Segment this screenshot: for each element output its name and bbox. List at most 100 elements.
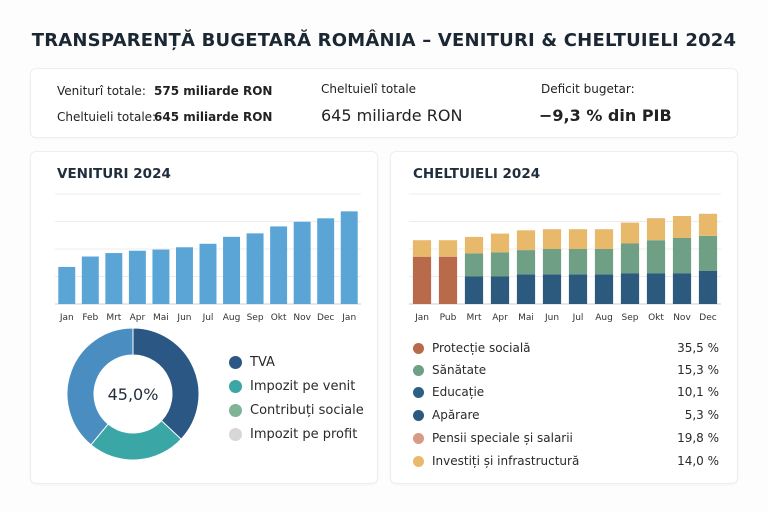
expense-list-item: Pensii speciale și salarii 19,8 % bbox=[413, 431, 719, 445]
x-tick-label: Apr bbox=[492, 313, 508, 323]
expense-bar-segment bbox=[490, 233, 510, 253]
expense-bar-segment bbox=[412, 240, 432, 257]
expense-bar-segment bbox=[516, 250, 536, 275]
expense-bar-segment bbox=[698, 271, 718, 304]
legend-label: Contribuți sociale bbox=[250, 403, 364, 418]
revenue-bar bbox=[128, 250, 146, 304]
legend-swatch-icon bbox=[413, 364, 424, 376]
expense-item-value: 19,8 % bbox=[677, 431, 719, 445]
revenue-bar bbox=[317, 218, 335, 304]
x-tick-label: Feb bbox=[82, 313, 98, 323]
expense-label-2: Cheltuielî totale bbox=[321, 82, 417, 96]
revenue-bar bbox=[340, 211, 358, 304]
expense-bar-segment bbox=[542, 249, 562, 275]
x-tick-label: Mai bbox=[153, 313, 169, 323]
x-tick-label: Jun bbox=[176, 313, 191, 323]
legend-swatch-icon bbox=[229, 356, 242, 369]
expense-list-item: Sănătate 15,3 % bbox=[413, 363, 719, 377]
expense-title: CHELTUIELI 2024 bbox=[413, 166, 541, 182]
expense-bar-segment bbox=[490, 276, 510, 304]
revenue-label: Veniturî totale: bbox=[57, 84, 146, 98]
deficit-value: −9,3 % din PIB bbox=[539, 106, 672, 125]
revenue-legend-item: Impozit pe venit bbox=[229, 379, 355, 394]
x-tick-label: Nov bbox=[293, 313, 311, 323]
expense-value: 645 miliarde RON bbox=[154, 110, 273, 124]
expense-item-value: 15,3 % bbox=[677, 363, 719, 377]
revenue-legend-item: TVA bbox=[229, 355, 275, 370]
x-tick-label: Dec bbox=[317, 313, 334, 323]
expense-bar-segment bbox=[698, 235, 718, 271]
expense-item-value: 35,5 % bbox=[677, 341, 719, 355]
x-tick-label: Jun bbox=[544, 313, 559, 323]
expense-label: Cheltuieli totale: bbox=[57, 110, 157, 124]
donut-center-label: 45,0% bbox=[108, 385, 159, 404]
expense-bar-segment bbox=[672, 216, 692, 238]
x-tick-label: Aug bbox=[223, 313, 241, 323]
expense-bar-segment bbox=[620, 273, 640, 304]
revenue-bar bbox=[293, 221, 311, 304]
page-title: TRANSPARENȚĂ BUGETARĂ ROMÂNIA – VENITURI… bbox=[31, 30, 737, 51]
x-tick-label: Sep bbox=[622, 313, 639, 323]
expense-bar-segment bbox=[412, 256, 432, 304]
expense-item-value: 5,3 % bbox=[684, 408, 719, 422]
donut-slice bbox=[132, 328, 200, 440]
expense-card: CHELTUIELI 2024 Jan Pub Mrt Apr Mai Jun Jul Aug… bbox=[390, 151, 738, 484]
expense-bar-segment bbox=[646, 273, 666, 304]
expense-item-label: Educație bbox=[432, 385, 485, 399]
revenue-bar bbox=[152, 249, 170, 304]
revenue-bar bbox=[58, 266, 76, 304]
x-tick-label: Jan bbox=[414, 313, 429, 323]
x-tick-label: Okt bbox=[271, 313, 287, 323]
legend-swatch-icon bbox=[413, 386, 424, 398]
legend-label: TVA bbox=[250, 355, 275, 370]
x-tick-label: Dec bbox=[699, 313, 716, 323]
x-tick-label: Jul bbox=[572, 313, 584, 323]
legend-swatch-icon bbox=[413, 432, 424, 444]
expense-stacked-chart: Jan Pub Mrt Apr Mai Jun Jul Aug Sep Okt Nov Dec bbox=[409, 193, 721, 323]
expense-bar-segment bbox=[516, 230, 536, 251]
x-tick-label: Pub bbox=[440, 313, 457, 323]
revenue-bar bbox=[223, 236, 241, 304]
x-tick-label: Jan bbox=[341, 313, 356, 323]
x-tick-label: Mrt bbox=[467, 313, 482, 323]
expense-bar-segment bbox=[594, 274, 614, 304]
legend-swatch-icon bbox=[413, 455, 424, 467]
expense-bar-segment bbox=[464, 276, 484, 304]
x-tick-label: Mrt bbox=[106, 313, 121, 323]
revenue-bar bbox=[175, 247, 193, 304]
revenue-legend-item: Impozit pe profit bbox=[229, 427, 357, 442]
x-tick-label: Jul bbox=[202, 313, 214, 323]
expense-list-item: Educație 10,1 % bbox=[413, 385, 719, 399]
expense-item-label: Protecție socială bbox=[432, 341, 531, 355]
expense-bar-segment bbox=[672, 273, 692, 304]
expense-bar-segment bbox=[672, 238, 692, 274]
expense-item-label: Sănătate bbox=[432, 363, 487, 377]
summary-card: Veniturî totale: 575 miliarde RON Cheltu… bbox=[30, 68, 738, 138]
legend-label: Impozit pe profit bbox=[250, 427, 358, 442]
donut-slice bbox=[67, 328, 134, 446]
expense-bar-segment bbox=[438, 240, 458, 257]
expense-bar-segment bbox=[568, 274, 588, 304]
revenue-bar bbox=[199, 243, 217, 304]
revenue-bar-chart: Jan Feb Mrt Apr Mai Jun Jul Aug Sep Okt Nov Dec Jan bbox=[55, 193, 361, 323]
expense-bar-segment bbox=[646, 240, 666, 274]
expense-item-value: 14,0 % bbox=[677, 454, 719, 468]
revenue-donut-chart: 45,0% bbox=[67, 328, 200, 461]
expense-bar-segment bbox=[490, 252, 510, 277]
revenue-bar bbox=[246, 233, 264, 304]
expense-item-value: 10,1 % bbox=[677, 385, 719, 399]
expense-bar-segment bbox=[542, 274, 562, 304]
legend-label: Impozit pe venit bbox=[250, 379, 356, 394]
legend-swatch-icon bbox=[413, 409, 424, 421]
x-tick-label: Nov bbox=[673, 313, 691, 323]
deficit-label: Deficit bugetar: bbox=[541, 82, 635, 96]
legend-swatch-icon bbox=[413, 342, 424, 354]
expense-bar-segment bbox=[698, 213, 718, 236]
legend-swatch-icon bbox=[229, 380, 242, 393]
revenue-bar bbox=[105, 253, 123, 304]
expense-bar-segment bbox=[464, 236, 484, 254]
x-tick-label: Sep bbox=[247, 313, 264, 323]
expense-list-item: Protecție socială 35,5 % bbox=[413, 341, 719, 355]
expense-list-item: Investiți și infrastructură 14,0 % bbox=[413, 454, 719, 468]
expense-bar-segment bbox=[594, 249, 614, 275]
